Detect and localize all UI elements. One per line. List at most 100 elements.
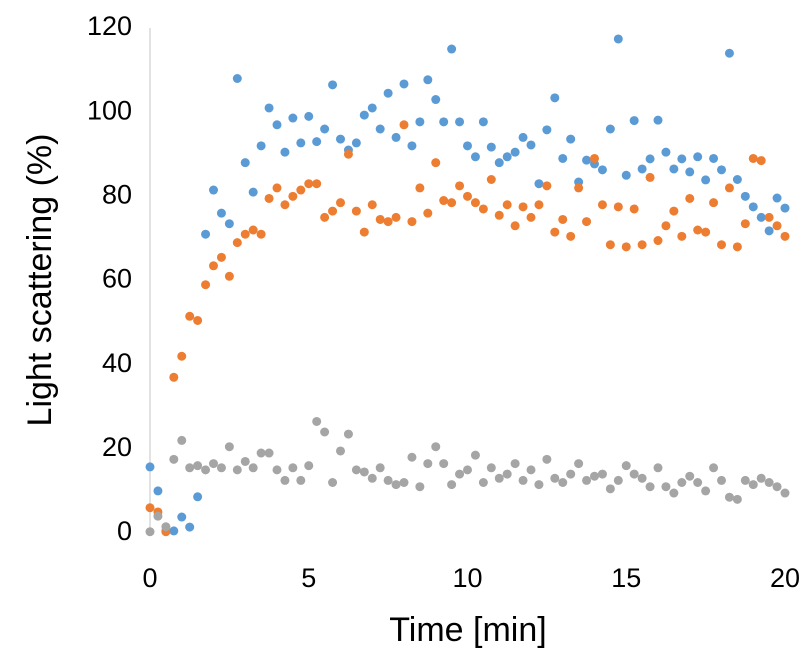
data-point bbox=[320, 427, 330, 437]
data-point bbox=[550, 93, 560, 103]
data-point bbox=[510, 147, 520, 157]
data-point bbox=[415, 117, 425, 127]
data-point bbox=[566, 134, 576, 144]
data-point bbox=[558, 153, 568, 163]
x-tick-label: 20 bbox=[770, 563, 800, 593]
data-point bbox=[224, 271, 234, 281]
data-point bbox=[240, 456, 250, 466]
data-point bbox=[629, 204, 639, 214]
data-point bbox=[748, 153, 758, 163]
data-point bbox=[780, 231, 790, 241]
data-point bbox=[209, 185, 218, 195]
data-point bbox=[407, 217, 417, 227]
data-point bbox=[320, 212, 330, 222]
data-point bbox=[359, 110, 369, 120]
data-point bbox=[613, 34, 623, 44]
data-point bbox=[772, 193, 782, 203]
data-point bbox=[629, 116, 639, 126]
data-point bbox=[415, 482, 425, 492]
data-point bbox=[574, 459, 584, 469]
data-point bbox=[383, 88, 393, 98]
data-point bbox=[597, 469, 607, 479]
x-tick-label: 15 bbox=[611, 563, 641, 593]
data-point bbox=[193, 315, 203, 325]
data-point bbox=[256, 229, 266, 239]
data-point bbox=[772, 221, 782, 231]
data-point bbox=[605, 484, 615, 494]
data-point bbox=[351, 465, 361, 475]
data-point bbox=[764, 212, 774, 222]
data-point bbox=[693, 225, 703, 235]
data-point bbox=[224, 442, 234, 452]
data-point bbox=[780, 203, 790, 213]
data-point bbox=[248, 463, 258, 473]
data-point bbox=[685, 471, 695, 481]
data-point bbox=[343, 429, 353, 439]
data-point bbox=[748, 480, 758, 490]
data-point bbox=[264, 193, 274, 203]
data-point bbox=[288, 463, 298, 473]
data-point bbox=[431, 95, 441, 105]
data-point bbox=[423, 75, 433, 85]
data-point bbox=[605, 240, 615, 250]
data-point bbox=[740, 219, 750, 229]
data-point bbox=[732, 242, 742, 252]
data-point bbox=[486, 463, 496, 473]
data-point bbox=[431, 158, 441, 168]
data-point bbox=[296, 185, 306, 195]
data-point bbox=[248, 225, 258, 235]
data-point bbox=[740, 475, 750, 485]
data-point bbox=[351, 206, 361, 216]
data-point bbox=[534, 179, 544, 189]
data-point bbox=[677, 154, 687, 164]
data-point bbox=[558, 214, 568, 224]
data-point bbox=[169, 372, 179, 382]
data-point bbox=[494, 158, 504, 168]
data-point bbox=[669, 164, 679, 174]
data-point bbox=[145, 527, 155, 537]
data-point bbox=[240, 158, 250, 168]
data-point bbox=[336, 134, 345, 144]
data-point bbox=[518, 475, 528, 485]
data-point bbox=[161, 522, 171, 532]
data-point bbox=[439, 459, 449, 469]
data-point bbox=[685, 167, 695, 177]
data-point bbox=[637, 240, 647, 250]
data-point bbox=[359, 467, 369, 477]
y-tick-label: 100 bbox=[87, 95, 132, 125]
data-point bbox=[312, 137, 322, 147]
data-point bbox=[613, 202, 623, 212]
data-point bbox=[717, 475, 726, 485]
data-point bbox=[756, 156, 766, 166]
data-point bbox=[423, 459, 433, 469]
data-point bbox=[288, 191, 298, 201]
data-point bbox=[701, 486, 711, 496]
data-point bbox=[542, 181, 552, 191]
data-point bbox=[391, 212, 401, 222]
data-point bbox=[526, 140, 536, 150]
data-point bbox=[280, 147, 290, 157]
data-point bbox=[550, 227, 560, 237]
data-point bbox=[677, 231, 687, 241]
data-point bbox=[463, 141, 472, 151]
data-point bbox=[145, 503, 155, 513]
data-point bbox=[518, 202, 528, 212]
data-point bbox=[455, 469, 465, 479]
data-point bbox=[463, 465, 472, 475]
data-point bbox=[701, 175, 711, 185]
data-point bbox=[677, 478, 687, 487]
data-point bbox=[343, 149, 353, 159]
data-point bbox=[780, 488, 790, 498]
data-point bbox=[645, 172, 655, 182]
data-point bbox=[470, 198, 480, 208]
data-point bbox=[328, 478, 338, 487]
data-point bbox=[470, 152, 480, 162]
data-point bbox=[177, 512, 187, 522]
data-point bbox=[629, 469, 639, 479]
data-point bbox=[582, 217, 592, 227]
data-point bbox=[621, 170, 631, 180]
data-point bbox=[478, 204, 488, 214]
data-point bbox=[669, 488, 679, 498]
data-point bbox=[709, 463, 719, 473]
